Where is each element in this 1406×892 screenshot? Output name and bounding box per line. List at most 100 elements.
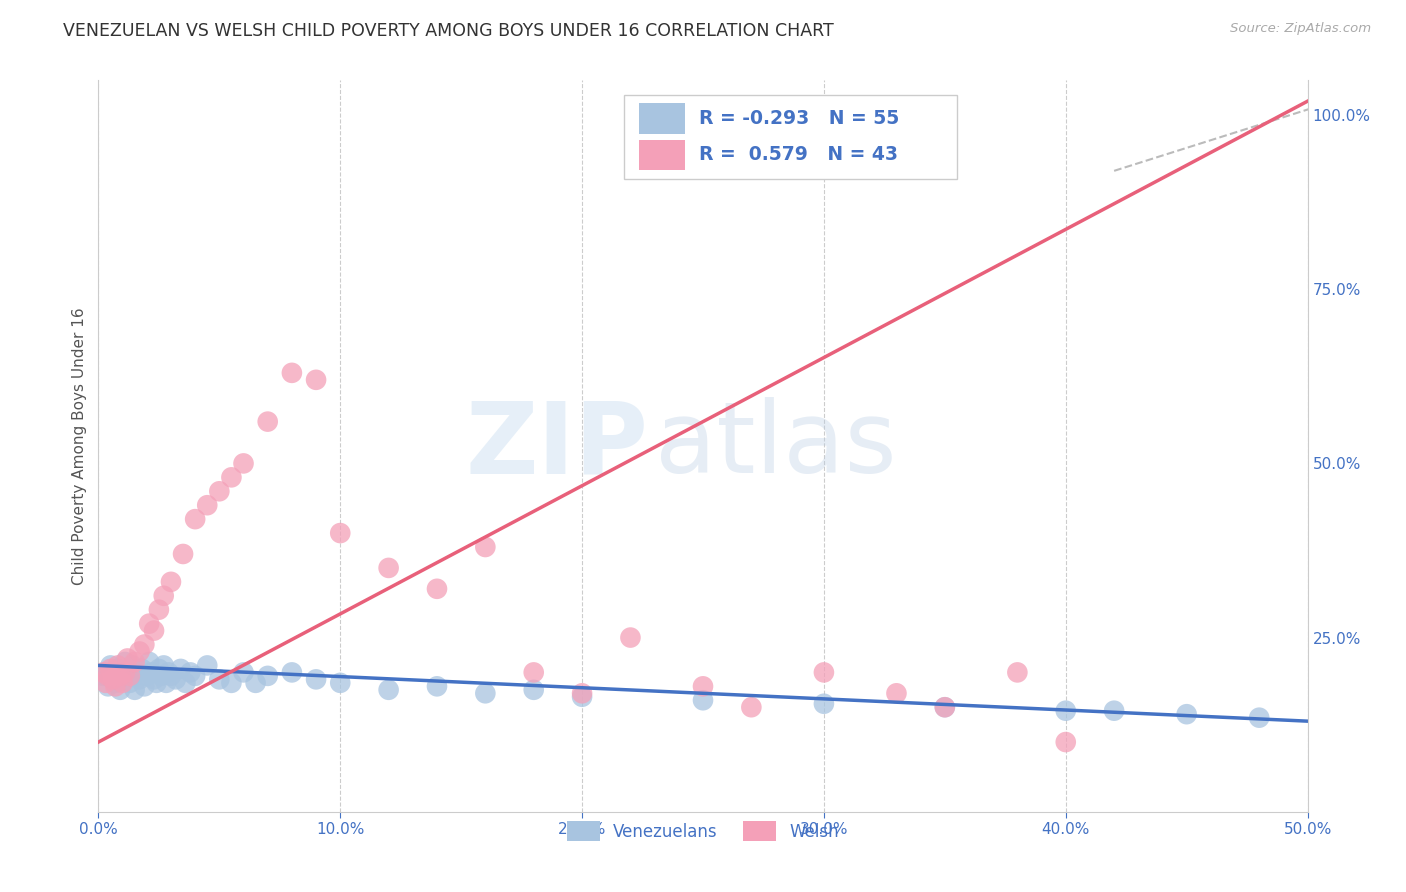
Point	[148, 662, 170, 676]
Point	[281, 665, 304, 680]
Point	[94, 676, 117, 690]
Point	[1175, 707, 1198, 722]
Point	[692, 693, 714, 707]
Point	[195, 658, 218, 673]
Text: R =  0.579   N = 43: R = 0.579 N = 43	[699, 145, 898, 164]
Text: atlas: atlas	[655, 398, 896, 494]
Point	[426, 582, 449, 596]
FancyBboxPatch shape	[624, 95, 957, 179]
Point	[107, 658, 129, 673]
Point	[813, 697, 835, 711]
Point	[377, 682, 399, 697]
Text: VENEZUELAN VS WELSH CHILD POVERTY AMONG BOYS UNDER 16 CORRELATION CHART: VENEZUELAN VS WELSH CHILD POVERTY AMONG …	[63, 22, 834, 40]
Point	[692, 679, 714, 693]
Point	[111, 676, 134, 690]
Point	[135, 669, 157, 683]
Point	[523, 665, 546, 680]
Point	[523, 682, 546, 697]
Point	[208, 673, 231, 687]
Point	[155, 676, 177, 690]
Point	[245, 676, 267, 690]
Point	[221, 676, 243, 690]
Point	[281, 366, 304, 380]
Text: R = -0.293   N = 55: R = -0.293 N = 55	[699, 109, 900, 128]
Point	[329, 676, 352, 690]
Point	[108, 669, 131, 683]
Point	[127, 665, 149, 680]
Point	[134, 679, 156, 693]
Point	[1102, 704, 1125, 718]
Point	[169, 662, 191, 676]
Point	[101, 673, 124, 687]
Point	[571, 686, 593, 700]
Point	[145, 676, 167, 690]
Point	[117, 669, 139, 683]
Text: ZIP: ZIP	[465, 398, 648, 494]
Point	[141, 665, 163, 680]
Point	[1249, 711, 1271, 725]
Point	[150, 669, 173, 683]
Point	[426, 679, 449, 693]
Point	[232, 457, 254, 471]
Point	[104, 679, 127, 693]
Point	[571, 690, 593, 704]
Point	[305, 673, 328, 687]
Point	[94, 665, 117, 680]
Point	[107, 662, 129, 676]
Y-axis label: Child Poverty Among Boys Under 16: Child Poverty Among Boys Under 16	[72, 307, 87, 585]
Point	[232, 665, 254, 680]
Point	[184, 512, 207, 526]
Point	[152, 589, 174, 603]
Point	[131, 662, 153, 676]
Point	[138, 655, 160, 669]
Point	[474, 686, 496, 700]
Point	[174, 676, 197, 690]
Point	[1007, 665, 1029, 680]
Point	[329, 526, 352, 541]
Point	[128, 673, 150, 687]
Point	[124, 655, 146, 669]
Point	[184, 669, 207, 683]
Point	[100, 662, 122, 676]
Point	[474, 540, 496, 554]
Point	[104, 676, 127, 690]
Point	[91, 669, 114, 683]
Legend: Venezuelans, Welsh: Venezuelans, Welsh	[560, 814, 846, 847]
Point	[100, 658, 122, 673]
Point	[1054, 735, 1077, 749]
Point	[165, 673, 187, 687]
FancyBboxPatch shape	[638, 139, 685, 170]
Point	[1054, 704, 1077, 718]
Point	[114, 665, 136, 680]
Point	[172, 547, 194, 561]
Point	[101, 673, 124, 687]
Text: Source: ZipAtlas.com: Source: ZipAtlas.com	[1230, 22, 1371, 36]
Point	[619, 631, 641, 645]
Point	[813, 665, 835, 680]
Point	[138, 616, 160, 631]
Point	[143, 624, 166, 638]
Point	[934, 700, 956, 714]
Point	[256, 669, 278, 683]
Point	[377, 561, 399, 575]
Point	[740, 700, 762, 714]
Point	[128, 644, 150, 658]
Point	[221, 470, 243, 484]
Point	[208, 484, 231, 499]
Point	[111, 665, 134, 680]
Point	[179, 665, 201, 680]
Point	[195, 498, 218, 512]
Point	[152, 658, 174, 673]
Point	[118, 669, 141, 683]
Point	[143, 673, 166, 687]
Point	[305, 373, 328, 387]
Point	[160, 669, 183, 683]
Point	[886, 686, 908, 700]
Point	[148, 603, 170, 617]
Point	[97, 669, 120, 683]
Point	[124, 682, 146, 697]
Point	[934, 700, 956, 714]
Point	[160, 574, 183, 589]
Point	[97, 679, 120, 693]
FancyBboxPatch shape	[638, 103, 685, 134]
